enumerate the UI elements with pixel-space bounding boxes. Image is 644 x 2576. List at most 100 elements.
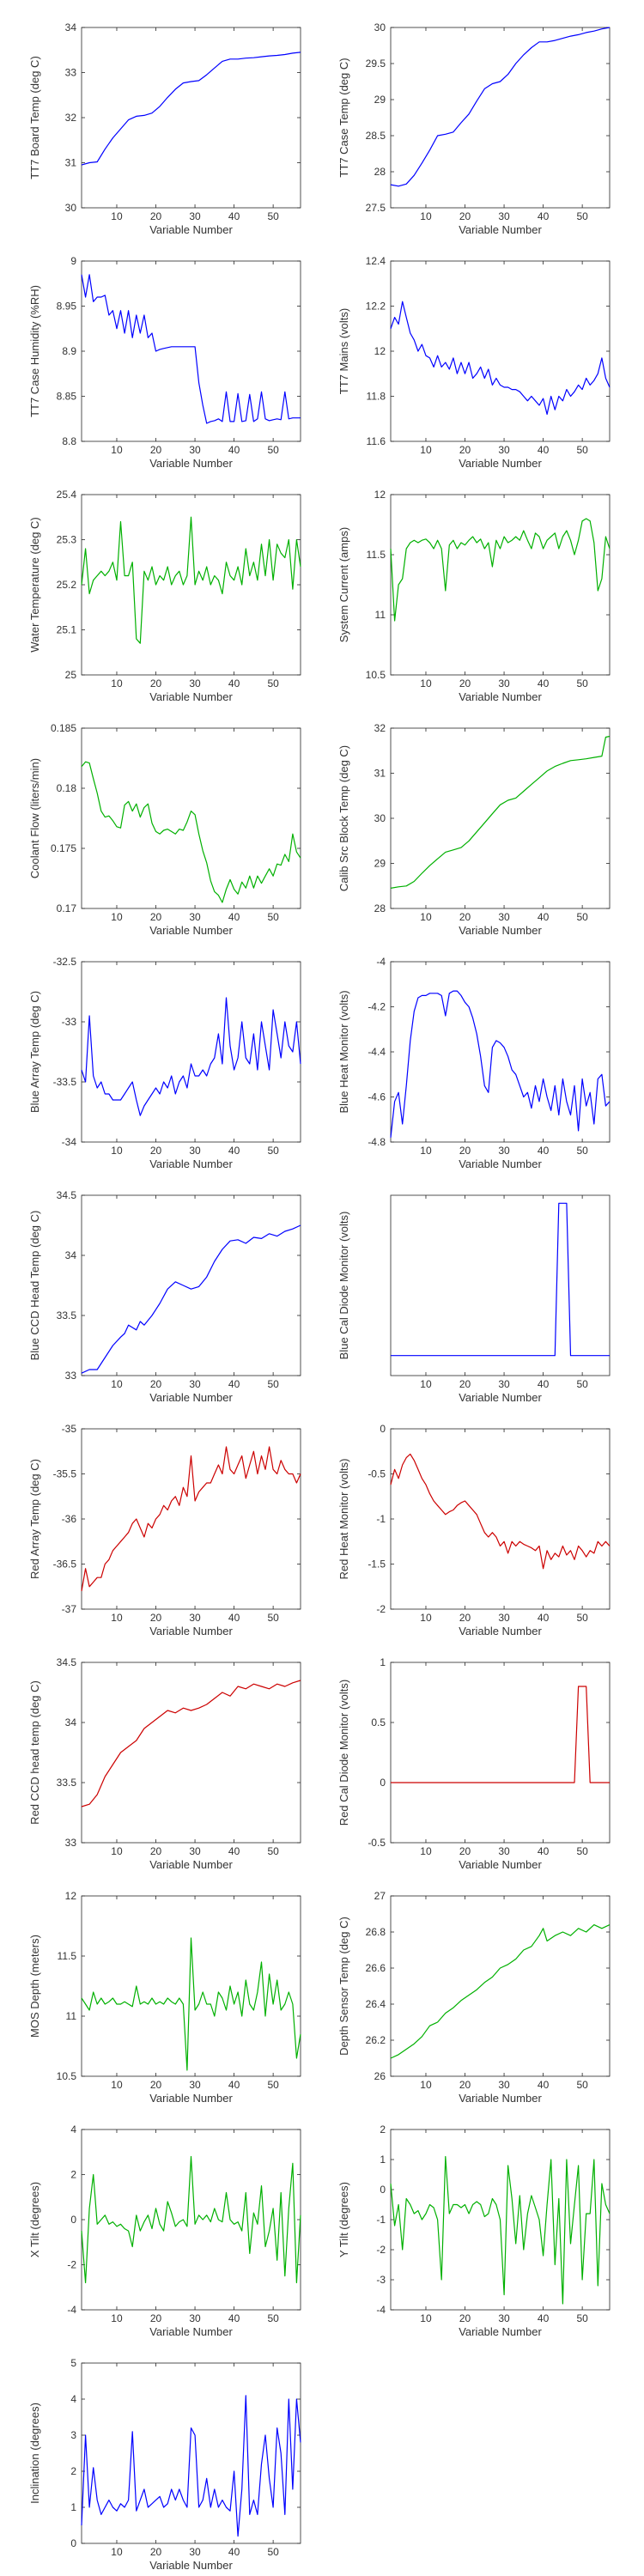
x-tick-label: 10 (111, 2079, 123, 2091)
x-tick-label: 50 (576, 2312, 588, 2324)
y-axis-label: Blue Array Temp (deg C) (28, 991, 41, 1113)
y-axis-label: Depth Sensor Temp (deg C) (337, 1917, 350, 2056)
x-tick-label: 50 (267, 677, 279, 690)
x-tick-label: 40 (228, 1145, 240, 1157)
y-tick-label: 0.18 (57, 782, 77, 794)
x-axis-label: Variable Number (459, 223, 542, 236)
x-tick-label: 10 (420, 444, 432, 456)
y-tick-label: -4.6 (368, 1091, 386, 1103)
x-axis-label: Variable Number (149, 1157, 233, 1170)
x-tick-label: 10 (420, 1845, 432, 1857)
series-line (81, 516, 301, 644)
x-tick-label: 40 (228, 210, 240, 222)
y-tick-label: 31 (65, 157, 77, 169)
series-line (81, 997, 301, 1116)
y-tick-label: 26.2 (366, 2034, 386, 2046)
y-tick-label: 0.17 (57, 902, 77, 914)
y-tick-label: 4 (70, 2123, 76, 2136)
x-tick-label: 50 (267, 2312, 279, 2324)
y-tick-label: 0.175 (51, 842, 76, 854)
plot-frame (390, 260, 611, 442)
x-tick-label: 50 (576, 210, 588, 222)
plot-frame (390, 1428, 611, 1610)
y-tick-label: 26.8 (366, 1926, 386, 1938)
y-axis-label: Water Temperature (deg C) (28, 517, 41, 653)
x-tick-label: 20 (150, 2312, 162, 2324)
y-axis-label: Y Tilt (degrees) (337, 2182, 350, 2257)
y-tick-label: 32 (65, 112, 77, 124)
chart-panel-7: 10 20 30 40 50 0.17 0.175 0.18 0.185 Variable Num… (28, 722, 301, 937)
x-tick-label: 20 (459, 911, 471, 923)
x-tick-label: 40 (538, 911, 550, 923)
x-tick-label: 20 (459, 1145, 471, 1157)
y-tick-label: 11.8 (367, 391, 386, 403)
y-tick-label: 2 (70, 2169, 76, 2181)
x-axis-label: Variable Number (459, 1858, 542, 1871)
y-axis-label: System Current (amps) (337, 527, 350, 642)
y-axis-label: Inclination (degrees) (28, 2403, 41, 2504)
x-tick-label: 40 (228, 1612, 240, 1624)
x-tick-label: 30 (189, 1845, 201, 1857)
plot-frame (390, 1662, 611, 1844)
x-tick-label: 20 (150, 210, 162, 222)
y-axis-label: Red CCD head temp (deg C) (28, 1680, 41, 1825)
y-tick-label: 0 (70, 2214, 76, 2226)
plot-frame (81, 260, 301, 442)
x-tick-label: 20 (150, 1145, 162, 1157)
x-tick-label: 30 (498, 1145, 510, 1157)
chart-panel-17: 10 20 30 40 50 10.5 11 11.5 12 Variable Number MOS… (28, 1890, 301, 2105)
chart-panel-3: 10 20 30 40 50 8.8 8.85 8.9 8.95 9 Variable Number… (28, 255, 301, 470)
chart-panel-12: 10 20 30 40 50 Variable Number Blue Cal Diode … (337, 1194, 611, 1404)
y-tick-label: 0 (380, 1777, 386, 1789)
y-tick-label: 26.4 (366, 1998, 386, 2010)
y-axis-label: TT7 Board Temp (deg C) (28, 56, 41, 179)
y-tick-label: 12 (65, 1890, 77, 1902)
x-tick-label: 10 (111, 210, 123, 222)
y-tick-label: 34 (65, 21, 77, 33)
x-axis-label: Variable Number (149, 2325, 233, 2338)
x-tick-label: 40 (538, 1612, 550, 1624)
plot-frame (390, 1194, 611, 1376)
chart-panel-1: 10 20 30 40 50 30 31 32 33 34 Variable Number TT7 B… (28, 21, 301, 236)
x-tick-label: 10 (420, 210, 432, 222)
x-tick-label: 40 (228, 2312, 240, 2324)
series-line (81, 2395, 301, 2537)
chart-panel-4: 10 20 30 40 50 11.6 11.8 12 12.2 12.4 Variable Num… (337, 255, 611, 470)
x-axis-label: Variable Number (149, 2092, 233, 2105)
y-tick-label: 33 (65, 67, 77, 79)
series-line (390, 1453, 611, 1570)
y-tick-label: 1 (380, 2154, 386, 2166)
y-tick-label: -1 (376, 1513, 386, 1525)
y-tick-label: 25.3 (57, 534, 77, 546)
x-tick-label: 30 (498, 1378, 510, 1390)
y-axis-label: Blue Heat Monitor (volts) (337, 990, 350, 1113)
y-tick-label: 27 (374, 1890, 386, 1902)
y-tick-label: 30 (374, 812, 386, 824)
y-tick-label: 1 (70, 2501, 76, 2513)
y-tick-label: 29.5 (366, 58, 386, 70)
y-tick-label: -33 (62, 1016, 77, 1028)
y-tick-label: 9 (70, 255, 76, 267)
x-tick-label: 10 (111, 1378, 123, 1390)
y-tick-label: 10.5 (57, 2070, 77, 2082)
y-tick-label: 11.6 (367, 435, 386, 447)
series-line (390, 990, 611, 1138)
plot-frame (390, 961, 611, 1143)
y-axis-label: Red Cal Diode Monitor (volts) (337, 1680, 350, 1826)
x-tick-label: 50 (576, 677, 588, 690)
y-tick-label: 1 (380, 1656, 386, 1668)
chart-panel-11: 10 20 30 40 50 33 33.5 34 34.5 Variable Number Blu… (28, 1189, 301, 1404)
chart-panel-5: 10 20 30 40 50 25 25.1 25.2 25.3 25.4 Variable Num… (28, 489, 301, 703)
x-tick-label: 20 (459, 1612, 471, 1624)
y-axis-label: TT7 Mains (volts) (337, 308, 350, 394)
y-tick-label: 30 (374, 21, 386, 33)
y-tick-label: 25.1 (57, 624, 77, 636)
y-axis-label: Red Heat Monitor (volts) (337, 1459, 350, 1580)
chart-panel-19: 10 20 30 40 50 -4 -2 0 2 4 Variable Number X Tilt (… (28, 2123, 301, 2338)
y-tick-label: -0.5 (368, 1468, 386, 1480)
x-tick-label: 50 (576, 1845, 588, 1857)
x-tick-label: 40 (538, 2079, 550, 2091)
y-tick-label: 33.5 (57, 1777, 77, 1789)
y-tick-label: -2 (67, 2259, 76, 2271)
